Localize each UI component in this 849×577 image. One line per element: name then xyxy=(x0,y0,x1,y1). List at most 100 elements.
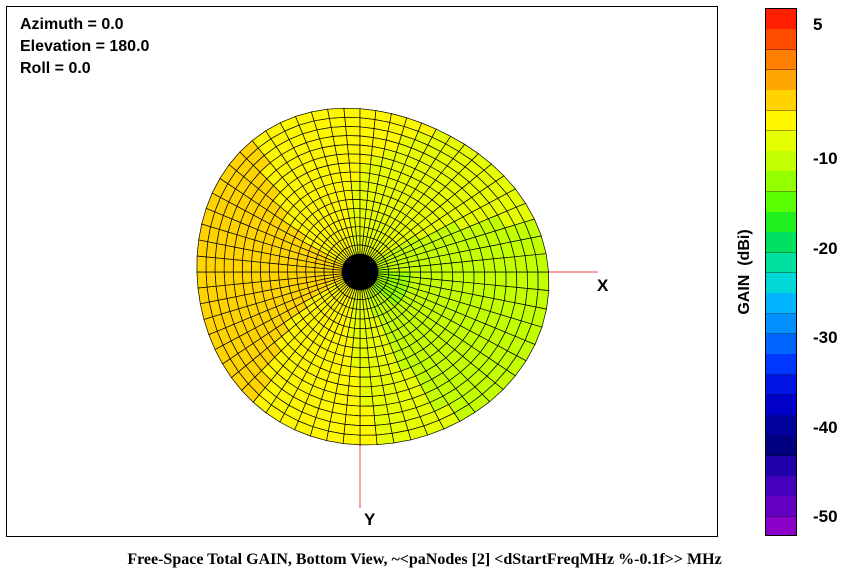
mesh-cell xyxy=(352,337,361,349)
x-axis-label: X xyxy=(597,276,609,295)
mesh-cell xyxy=(359,171,371,183)
mesh-cell xyxy=(350,180,361,191)
mesh-cell xyxy=(348,153,361,164)
mesh-cell xyxy=(278,263,289,273)
mesh-cell xyxy=(461,260,475,273)
colorbar-band xyxy=(766,415,796,436)
mesh-cell xyxy=(359,162,371,174)
mesh-cell xyxy=(359,337,368,349)
mesh-cell xyxy=(367,346,378,358)
mesh-cell xyxy=(223,258,234,273)
mesh-cell xyxy=(327,107,346,119)
mesh-cell xyxy=(537,271,550,291)
mesh-cell xyxy=(350,356,361,368)
mesh-cell xyxy=(269,271,280,282)
colorbar-band xyxy=(766,374,796,396)
colorbar-band xyxy=(766,333,796,355)
mesh-cell xyxy=(343,424,361,436)
colorbar-band xyxy=(766,273,796,294)
roll-readout: Roll = 0.0 xyxy=(20,60,91,77)
mesh-cell xyxy=(341,180,353,192)
mesh-cell xyxy=(359,108,377,120)
mesh-cell xyxy=(343,107,361,119)
mesh-cell xyxy=(373,413,391,426)
mesh-cell xyxy=(494,271,507,287)
mesh-cell xyxy=(287,271,298,280)
mesh-cell xyxy=(197,286,210,305)
mesh-cell xyxy=(260,261,270,273)
mesh-cell xyxy=(356,235,361,246)
mesh-cell xyxy=(359,405,375,417)
mesh-cell xyxy=(359,180,370,192)
mesh-cell xyxy=(196,239,209,258)
mesh-cell xyxy=(314,271,325,277)
mesh-cell xyxy=(419,264,432,273)
mesh-cell xyxy=(339,171,352,183)
mesh-cell xyxy=(430,263,443,273)
colorbar-tick-label: -50 xyxy=(813,507,838,527)
mesh-cell xyxy=(223,244,235,260)
mesh-cell xyxy=(359,386,373,397)
colorbar-band xyxy=(766,394,796,416)
mesh-cell xyxy=(336,153,350,164)
mesh-cell xyxy=(359,425,377,436)
colorbar-band xyxy=(766,29,796,51)
mesh-cell xyxy=(359,190,369,201)
colorbar-band xyxy=(766,252,796,274)
mesh-cell xyxy=(359,308,365,320)
colorbar-band xyxy=(766,496,796,518)
mesh-cell xyxy=(371,394,387,407)
colorbar-tick-label: -10 xyxy=(813,149,838,169)
pattern-center xyxy=(342,254,378,290)
mesh-cell xyxy=(516,271,528,289)
mesh-cell xyxy=(398,266,411,273)
mesh-cell xyxy=(347,144,361,155)
colorbar-tick-label: -40 xyxy=(813,417,838,437)
mesh-cell xyxy=(305,271,316,278)
colorbar-tick-label: 5 xyxy=(813,14,823,34)
colorbar-band xyxy=(766,110,796,132)
mesh-cell xyxy=(473,271,486,285)
mesh-cell xyxy=(278,278,290,289)
colorbar-band xyxy=(766,435,796,457)
mesh-cell xyxy=(353,208,361,219)
mesh-cell xyxy=(323,271,334,276)
mesh-cell xyxy=(346,395,361,407)
mesh-cell xyxy=(452,271,464,283)
mesh-cell xyxy=(372,404,389,417)
mesh-cell xyxy=(241,271,253,284)
mesh-cell xyxy=(287,277,299,287)
colorbar-band xyxy=(766,212,796,233)
colorbar-tick-label: -20 xyxy=(813,238,838,258)
mesh-cell xyxy=(354,217,361,228)
mesh-cell xyxy=(359,144,373,156)
mesh-cell xyxy=(205,271,217,288)
colorbar-band xyxy=(766,130,796,152)
mesh-cell xyxy=(359,357,370,368)
gain-mesh xyxy=(196,107,550,446)
mesh-cell xyxy=(359,376,372,388)
mesh-cell xyxy=(214,271,226,287)
chart-caption: Free-Space Total GAIN, Bottom View, ~<pa… xyxy=(127,551,722,568)
mesh-cell xyxy=(232,259,243,273)
mesh-cell xyxy=(337,162,351,174)
mesh-cell xyxy=(345,199,355,210)
colorbar-band xyxy=(766,69,796,91)
colorbar-band xyxy=(766,191,796,213)
mesh-cell xyxy=(348,375,361,388)
mesh-cell xyxy=(368,356,380,368)
colorbar-band xyxy=(766,293,796,315)
mesh-cell xyxy=(310,108,330,122)
colorbar xyxy=(765,8,797,536)
mesh-cell xyxy=(359,153,372,165)
mesh-cell xyxy=(347,385,361,397)
mesh-cell xyxy=(269,279,281,291)
mesh-cell xyxy=(214,243,226,259)
mesh-cell xyxy=(242,248,253,262)
colorbar-band xyxy=(766,9,796,30)
mesh-cell xyxy=(342,433,361,446)
mesh-cell xyxy=(196,271,208,289)
mesh-cell xyxy=(241,260,252,273)
colorbar-band xyxy=(766,313,796,335)
mesh-cell xyxy=(359,396,374,407)
